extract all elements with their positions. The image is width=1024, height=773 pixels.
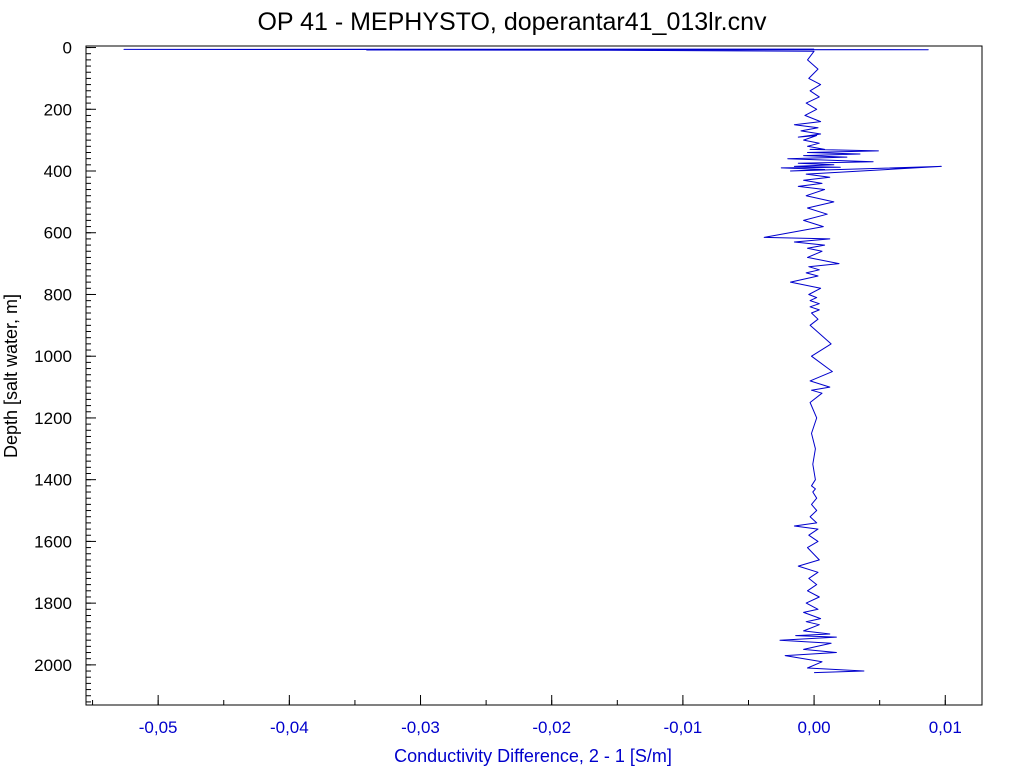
y-tick-label: 400 [44, 162, 72, 181]
y-tick-label: 1400 [34, 471, 72, 490]
y-tick-label: 200 [44, 100, 72, 119]
series-line-0 [123, 48, 942, 674]
x-tick-label: -0,02 [532, 718, 571, 737]
y-tick-label: 1600 [34, 532, 72, 551]
chart-title: OP 41 - MEPHYSTO, doperantar41_013lr.cnv [257, 8, 767, 36]
plot-frame [85, 45, 983, 706]
y-axis-label: Depth [salt water, m] [1, 294, 21, 458]
x-tick-label: -0,03 [401, 718, 440, 737]
y-tick-label: 800 [44, 285, 72, 304]
x-tick-label: -0,01 [664, 718, 703, 737]
y-tick-label: 0 [63, 39, 72, 58]
series-layer [123, 48, 942, 674]
x-tick-label: 0,01 [929, 718, 962, 737]
y-tick-label: 1200 [34, 409, 72, 428]
y-tick-label: 1000 [34, 347, 72, 366]
y-tick-label: 600 [44, 224, 72, 243]
x-tick-label: 0,00 [798, 718, 831, 737]
y-tick-label: 1800 [34, 594, 72, 613]
x-axis-label: Conductivity Difference, 2 - 1 [S/m] [394, 746, 672, 766]
axes-layer: 0 200 400 600 800 1000 1200 1400 1600 1800 2000 -0,… [34, 39, 983, 737]
y-tick-label: 2000 [34, 656, 72, 675]
x-tick-label: -0,04 [270, 718, 309, 737]
x-tick-label: -0,05 [139, 718, 178, 737]
